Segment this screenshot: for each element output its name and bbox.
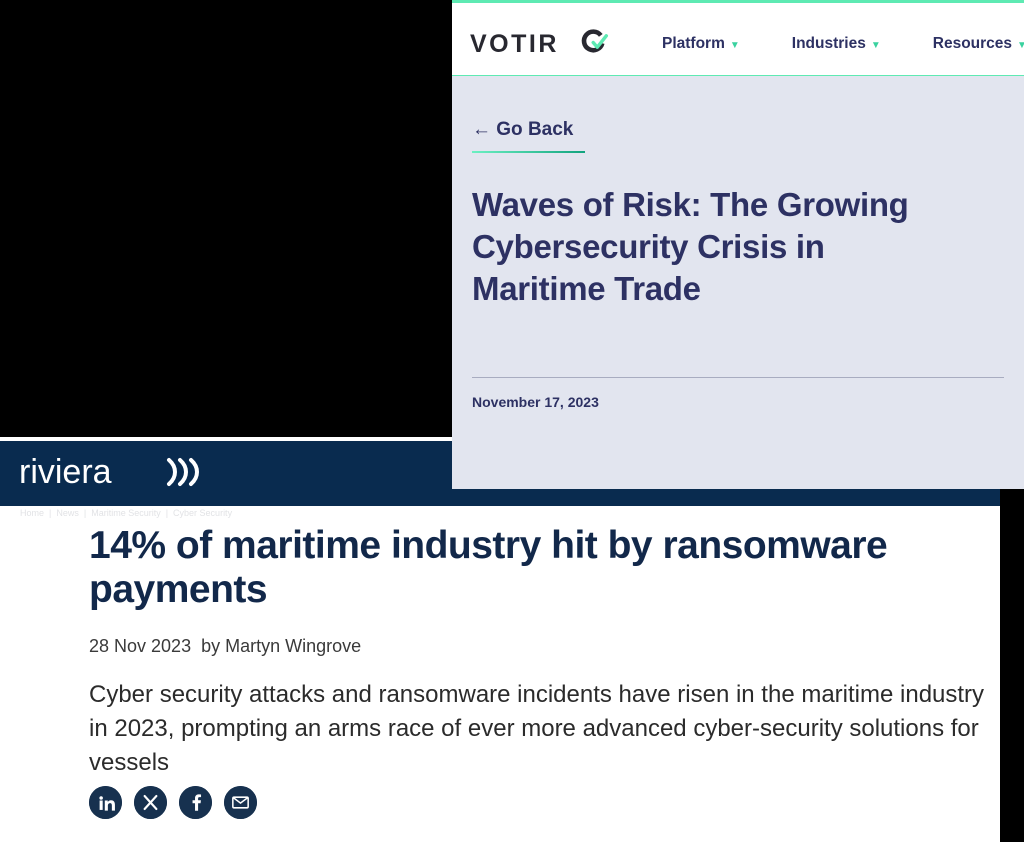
svg-text:VOTIR: VOTIR <box>470 30 559 58</box>
svg-text:riviera: riviera <box>19 453 112 491</box>
